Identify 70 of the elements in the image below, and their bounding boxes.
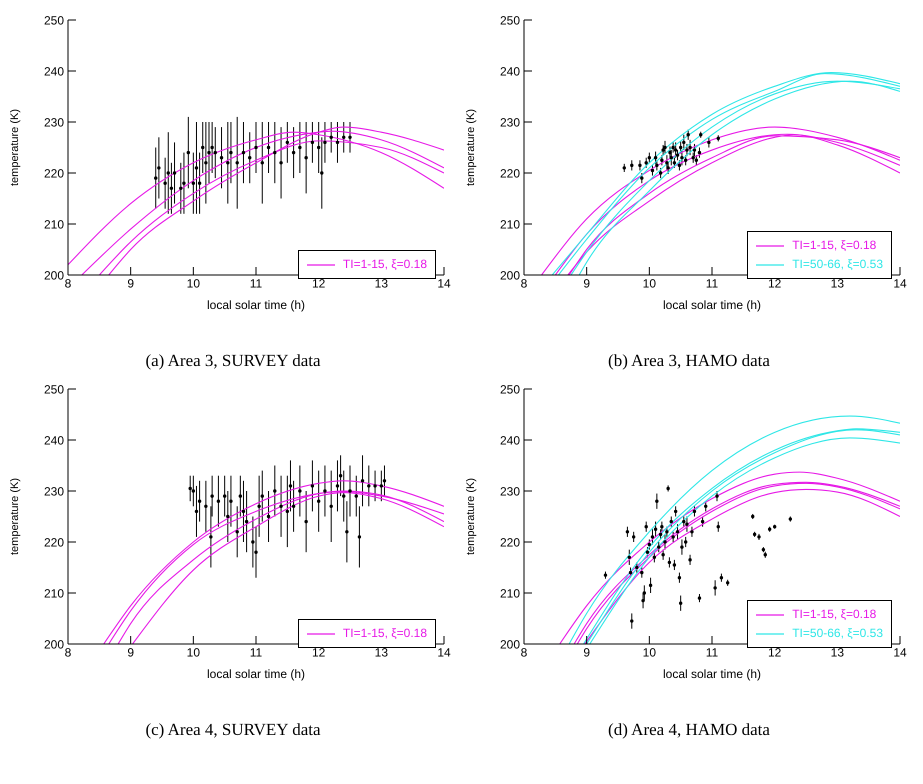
y-tick-label: 230 [44, 115, 64, 130]
x-axis-title: local solar time (h) [662, 667, 762, 681]
y-axis-title: temperature (K) [8, 478, 21, 556]
x-tick-label: 14 [437, 276, 451, 291]
y-tick-label: 240 [44, 64, 64, 78]
x-tick-label: 8 [520, 646, 528, 660]
x-tick-label: 10 [186, 276, 200, 291]
y-axis-title: temperature (K) [8, 108, 21, 186]
x-tick-label: 8 [520, 276, 528, 291]
x-tick-label: 13 [830, 646, 844, 660]
y-tick-label: 200 [44, 637, 64, 652]
legend-label: TI=50-66, ξ=0.53 [792, 625, 883, 642]
y-tick-label: 210 [500, 586, 520, 600]
x-tick-label: 10 [642, 276, 656, 291]
x-tick-label: 13 [374, 276, 388, 291]
x-tick-label: 9 [583, 276, 590, 291]
text: (c) Area 4, SURVEY data [144, 720, 322, 740]
x-tick-label: 9 [127, 646, 134, 660]
x-tick-label: 13 [830, 276, 844, 291]
x-tick-label: 13 [374, 646, 388, 660]
y-tick-label: 200 [44, 268, 64, 282]
x-tick-label: 10 [642, 646, 656, 660]
legend-label: TI=1-15, ξ=0.18 [342, 625, 427, 642]
text: (d) Area 4, HAMO data [607, 720, 771, 740]
y-axis-title: temperature (K) [464, 478, 477, 556]
x-tick-label: 12 [768, 646, 782, 660]
y-tick-label: 220 [44, 535, 64, 550]
x-tick-label: 10 [186, 646, 200, 660]
x-tick-label: 11 [706, 646, 719, 660]
x-axis-title: local solar time (h) [206, 667, 306, 681]
y-tick-label: 250 [500, 13, 520, 28]
x-tick-label: 8 [64, 646, 72, 660]
x-tick-label: 14 [893, 276, 907, 291]
y-tick-label: 230 [500, 484, 520, 498]
y-tick-label: 220 [44, 166, 64, 180]
x-tick-label: 9 [583, 646, 590, 660]
legend-label: TI=1-15, ξ=0.18 [342, 256, 427, 273]
x-tick-label: 9 [127, 276, 134, 291]
y-tick-label: 250 [44, 382, 64, 396]
y-tick-label: 200 [500, 268, 520, 282]
text: (b) Area 3, HAMO data [607, 351, 771, 371]
x-axis-title: local solar time (h) [662, 298, 762, 312]
text: (a) Area 3, SURVEY data [144, 351, 322, 371]
x-tick-label: 12 [312, 646, 326, 660]
y-tick-label: 220 [500, 166, 520, 180]
y-tick-label: 200 [500, 637, 520, 652]
y-tick-label: 250 [44, 13, 64, 28]
y-tick-label: 230 [500, 115, 520, 130]
y-tick-label: 230 [44, 484, 64, 498]
y-tick-label: 240 [44, 433, 64, 448]
y-tick-label: 240 [500, 64, 520, 78]
x-tick-label: 14 [437, 646, 451, 660]
y-axis-title: temperature (K) [464, 108, 477, 186]
x-tick-label: 12 [768, 276, 782, 291]
legend-label: TI=1-15, ξ=0.18 [792, 237, 876, 254]
x-tick-label: 11 [250, 646, 263, 660]
y-tick-label: 210 [44, 217, 64, 232]
x-tick-label: 12 [312, 276, 326, 291]
y-tick-label: 210 [44, 586, 64, 600]
x-tick-label: 8 [64, 276, 72, 291]
x-tick-label: 14 [893, 646, 907, 660]
y-tick-label: 240 [500, 433, 520, 448]
y-tick-label: 220 [500, 535, 520, 550]
x-axis-title: local solar time (h) [206, 298, 306, 312]
x-tick-label: 11 [706, 276, 719, 291]
legend-label: TI=50-66, ξ=0.53 [792, 256, 883, 273]
y-tick-label: 250 [500, 382, 520, 396]
y-tick-label: 210 [500, 217, 520, 232]
x-tick-label: 11 [250, 276, 263, 291]
legend-label: TI=1-15, ξ=0.18 [792, 606, 876, 623]
